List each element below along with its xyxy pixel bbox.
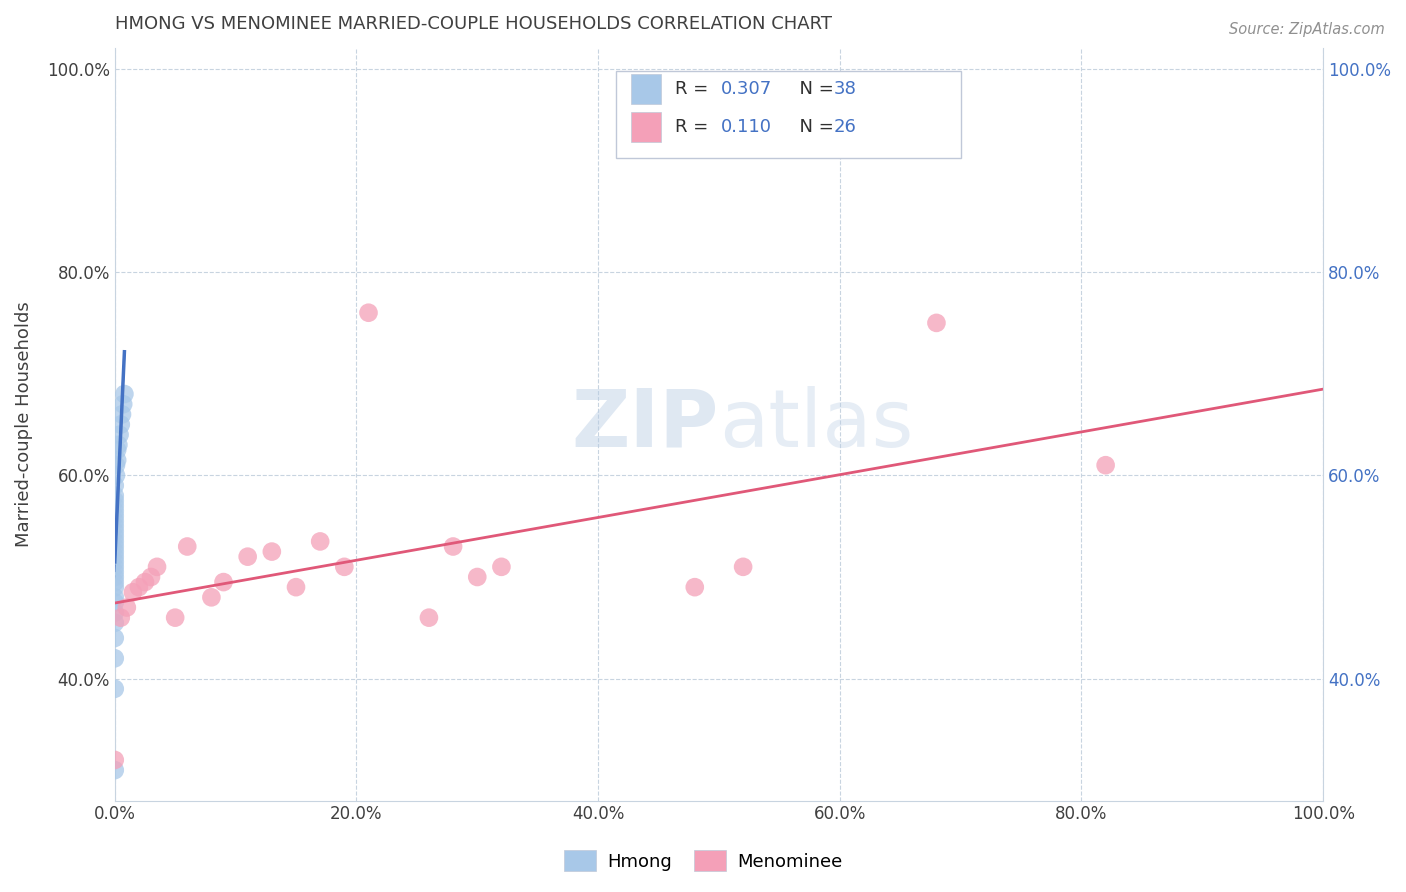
Point: [104, 753, 127, 767]
Point: [104, 493, 127, 508]
Point: [104, 544, 127, 558]
Point: [104, 565, 127, 579]
Point: [104, 499, 127, 513]
Text: HMONG VS MENOMINEE MARRIED-COUPLE HOUSEHOLDS CORRELATION CHART: HMONG VS MENOMINEE MARRIED-COUPLE HOUSEH…: [115, 15, 832, 33]
Point: [104, 534, 127, 549]
Point: [104, 591, 127, 605]
Text: 0.307: 0.307: [721, 80, 773, 98]
Point: [176, 540, 198, 554]
Point: [104, 570, 127, 584]
Point: [105, 453, 128, 467]
Point: [104, 681, 127, 696]
Text: ZIP: ZIP: [572, 385, 718, 464]
Text: Source: ZipAtlas.com: Source: ZipAtlas.com: [1229, 22, 1385, 37]
Point: [104, 651, 127, 665]
Point: [104, 575, 127, 590]
Point: [110, 417, 132, 432]
Point: [105, 442, 128, 457]
Text: 38: 38: [834, 80, 856, 98]
Point: [104, 519, 127, 533]
FancyBboxPatch shape: [631, 74, 661, 103]
Point: [260, 544, 283, 558]
Point: [1094, 458, 1116, 473]
Point: [683, 580, 706, 594]
Point: [491, 559, 513, 574]
FancyBboxPatch shape: [616, 71, 960, 158]
Point: [200, 591, 222, 605]
FancyBboxPatch shape: [631, 112, 661, 142]
Point: [104, 524, 127, 539]
Point: [122, 585, 145, 599]
Point: [104, 504, 127, 518]
Point: [212, 575, 235, 590]
Text: 0.110: 0.110: [721, 118, 772, 136]
Text: R =: R =: [675, 118, 714, 136]
Point: [110, 610, 132, 624]
Point: [128, 580, 150, 594]
Point: [107, 438, 129, 452]
Point: [104, 458, 127, 473]
Point: [104, 555, 127, 569]
Point: [104, 508, 127, 523]
Point: [134, 575, 156, 590]
Point: [236, 549, 259, 564]
Point: [139, 570, 162, 584]
Point: [285, 580, 308, 594]
Point: [104, 514, 127, 528]
Point: [104, 606, 127, 620]
Point: [112, 387, 135, 401]
Point: [104, 540, 127, 554]
Point: [104, 549, 127, 564]
Point: [441, 540, 464, 554]
Point: [104, 468, 127, 483]
Point: [165, 610, 187, 624]
Point: [104, 489, 127, 503]
Point: [357, 306, 380, 320]
Point: [104, 559, 127, 574]
Point: [104, 580, 127, 594]
Point: [104, 478, 127, 492]
Point: [146, 559, 169, 574]
Text: atlas: atlas: [718, 385, 914, 464]
Point: [333, 559, 356, 574]
Text: 26: 26: [834, 118, 856, 136]
Text: N =: N =: [787, 80, 839, 98]
Point: [104, 763, 127, 777]
Text: R =: R =: [675, 80, 714, 98]
Legend: Hmong, Menominee: Hmong, Menominee: [557, 843, 849, 879]
Point: [104, 595, 127, 609]
Point: [925, 316, 948, 330]
Point: [418, 610, 440, 624]
Text: N =: N =: [787, 118, 839, 136]
Point: [733, 559, 755, 574]
Point: [104, 529, 127, 543]
Point: [108, 427, 131, 442]
Y-axis label: Married-couple Households: Married-couple Households: [15, 301, 32, 548]
Point: [104, 631, 127, 645]
Point: [111, 408, 134, 422]
Point: [465, 570, 488, 584]
Point: [112, 397, 135, 411]
Point: [104, 615, 127, 630]
Point: [115, 600, 138, 615]
Point: [309, 534, 332, 549]
